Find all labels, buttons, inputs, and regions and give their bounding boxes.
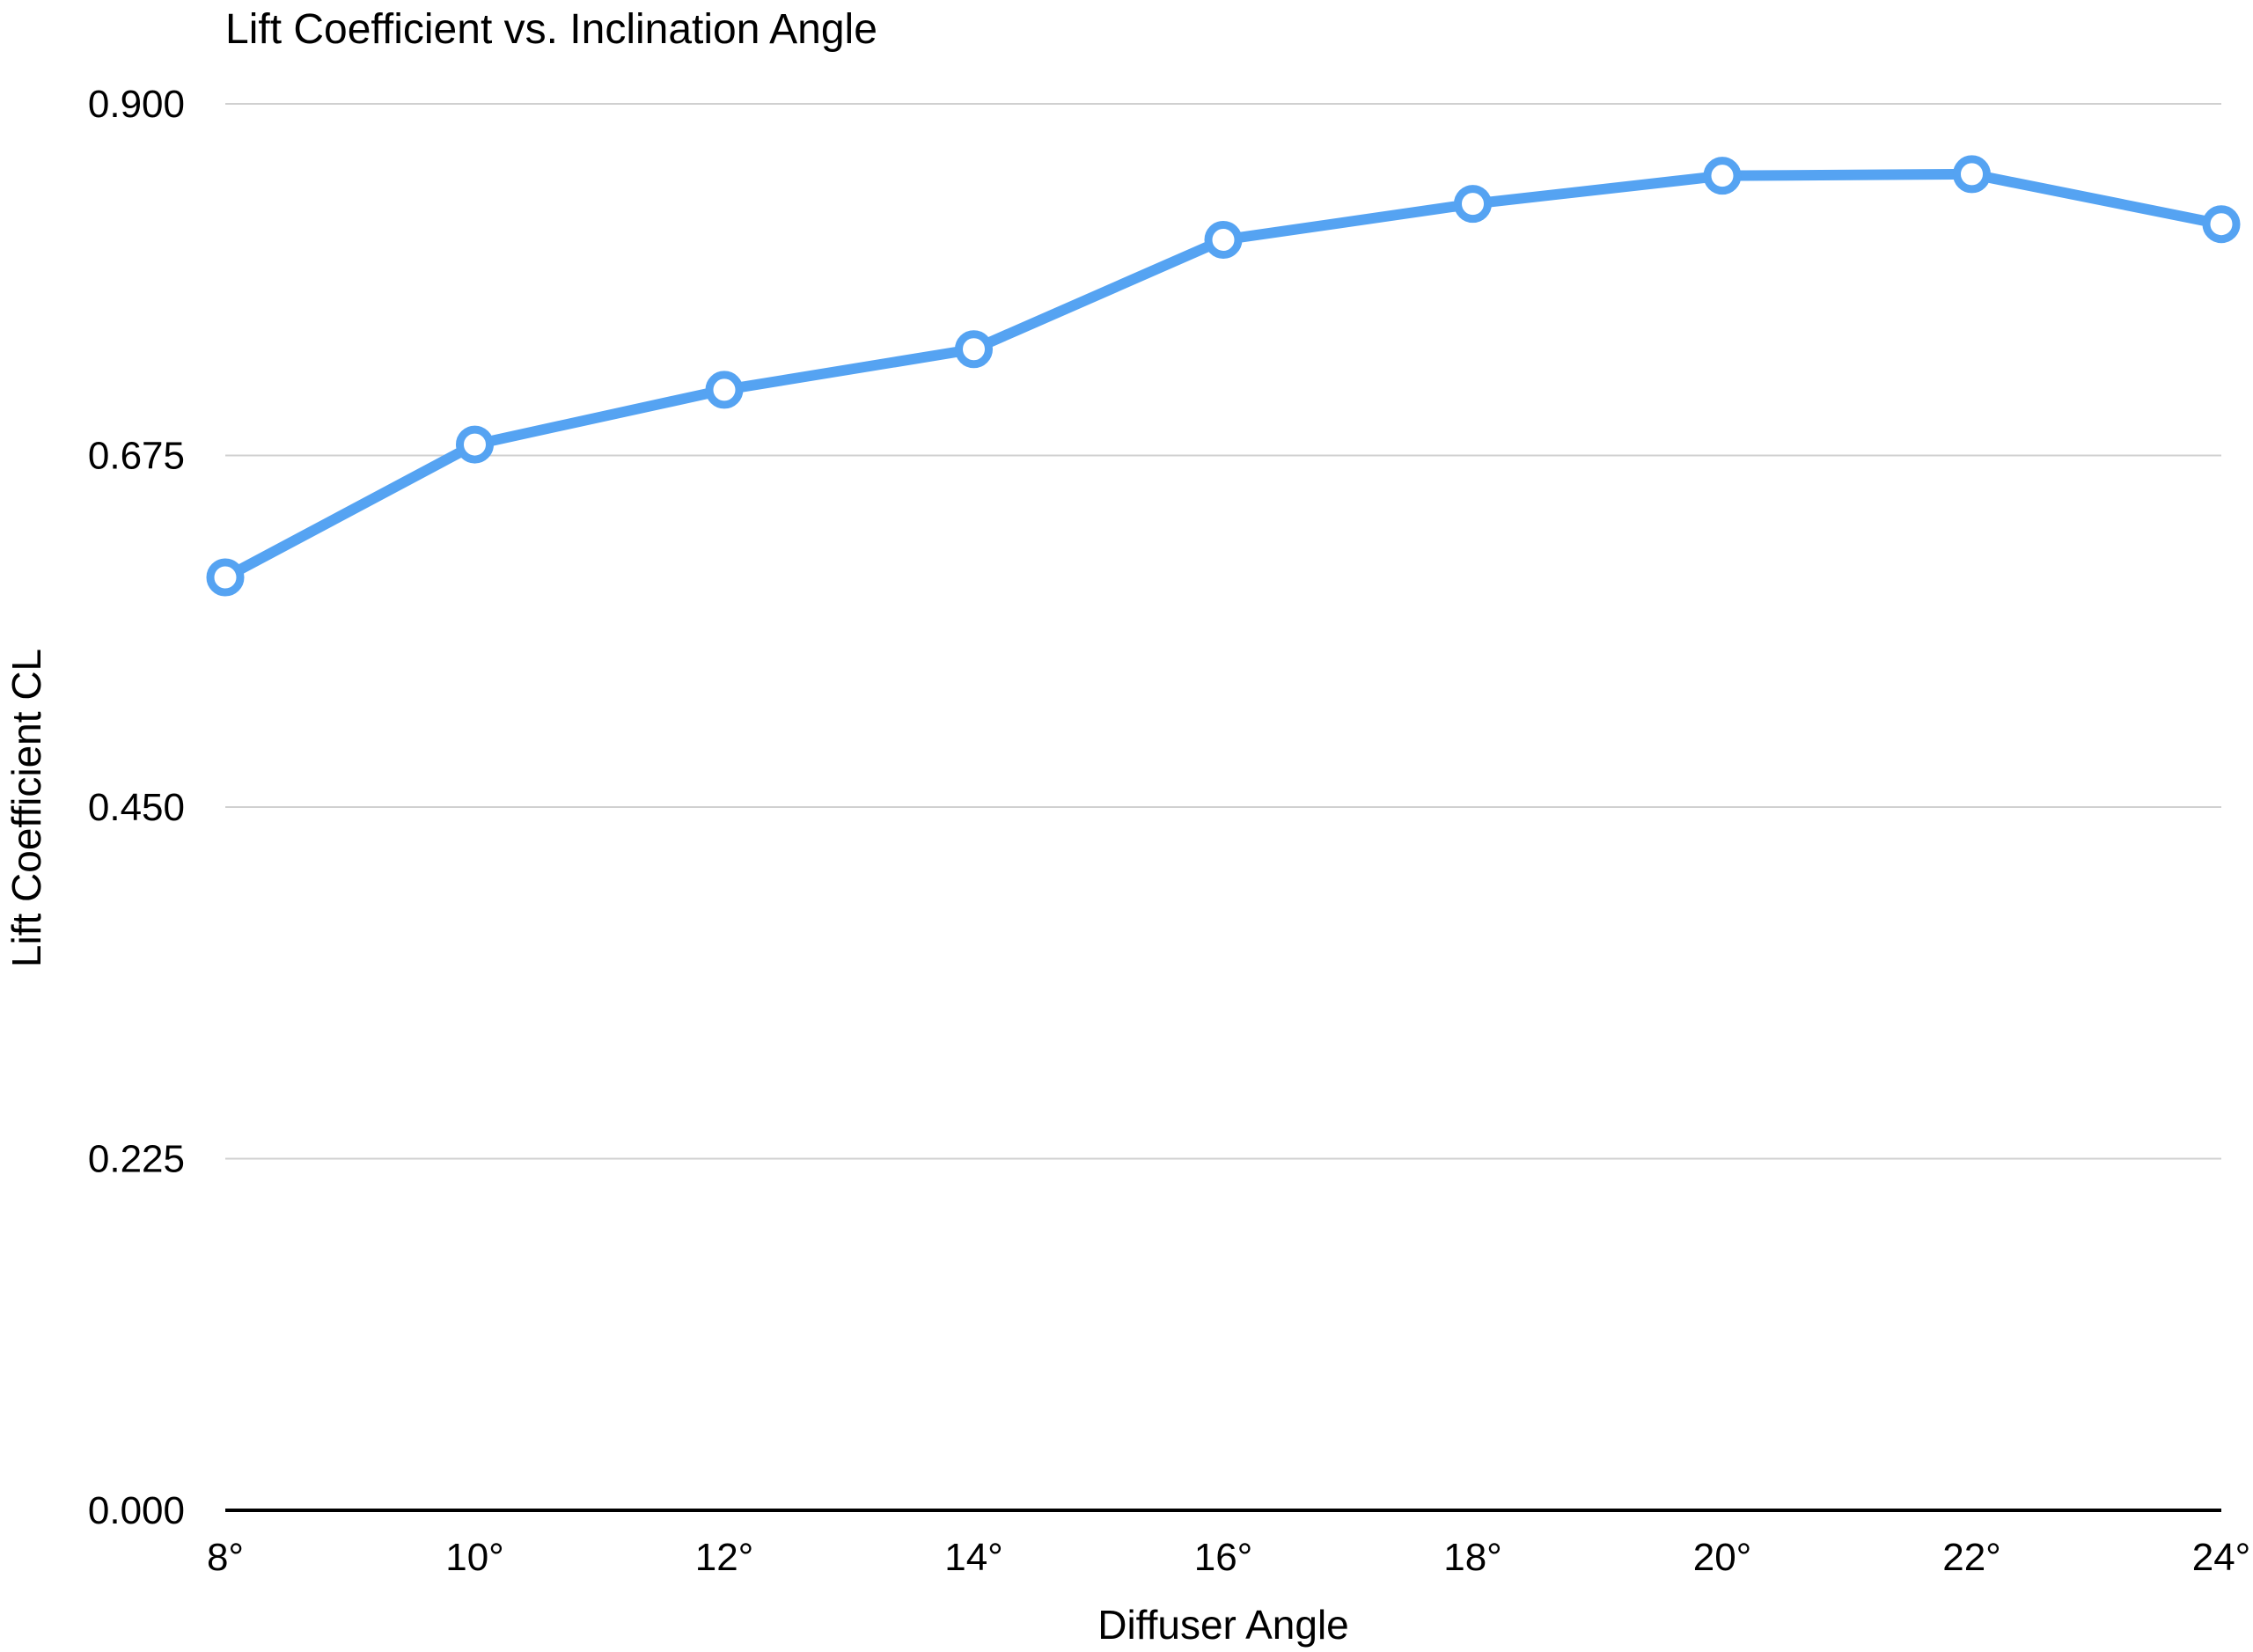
- x-tick-label: 14°: [944, 1536, 1003, 1579]
- data-point: [1454, 185, 1492, 224]
- data-point: [955, 330, 993, 369]
- x-tick-label: 8°: [207, 1536, 244, 1579]
- gridlines: [225, 103, 2221, 1160]
- y-tick-label: 0.675: [88, 435, 185, 478]
- x-tick-label: 12°: [695, 1536, 754, 1579]
- x-tick-label: 24°: [2192, 1536, 2251, 1579]
- data-point: [705, 371, 744, 409]
- x-tick-label: 22°: [1942, 1536, 2001, 1579]
- x-tick-label: 18°: [1443, 1536, 1502, 1579]
- y-tick-label: 0.000: [88, 1489, 185, 1532]
- data-point: [1703, 157, 1742, 195]
- y-axis-tick-labels: 0.000 0.225 0.450 0.675 0.900: [88, 83, 185, 1532]
- y-tick-label: 0.450: [88, 786, 185, 829]
- x-axis-tick-labels: 8° 10° 12° 14° 16° 18° 20° 22° 24°: [207, 1536, 2250, 1579]
- series-layer: [206, 155, 2241, 597]
- x-tick-label: 10°: [445, 1536, 504, 1579]
- data-point: [206, 558, 245, 597]
- y-axis-title: Lift Coefficient CL: [4, 649, 49, 967]
- x-axis-title: Diffuser Angle: [1097, 1602, 1349, 1648]
- y-tick-label: 0.900: [88, 83, 185, 126]
- chart-title: Lift Coefficient vs. Inclination Angle: [225, 6, 877, 53]
- y-tick-label: 0.225: [88, 1138, 185, 1181]
- data-point: [2202, 205, 2241, 244]
- x-tick-label: 16°: [1194, 1536, 1253, 1579]
- data-point: [1204, 220, 1243, 259]
- x-tick-label: 20°: [1693, 1536, 1752, 1579]
- data-point: [456, 425, 494, 464]
- data-point: [1953, 155, 1991, 194]
